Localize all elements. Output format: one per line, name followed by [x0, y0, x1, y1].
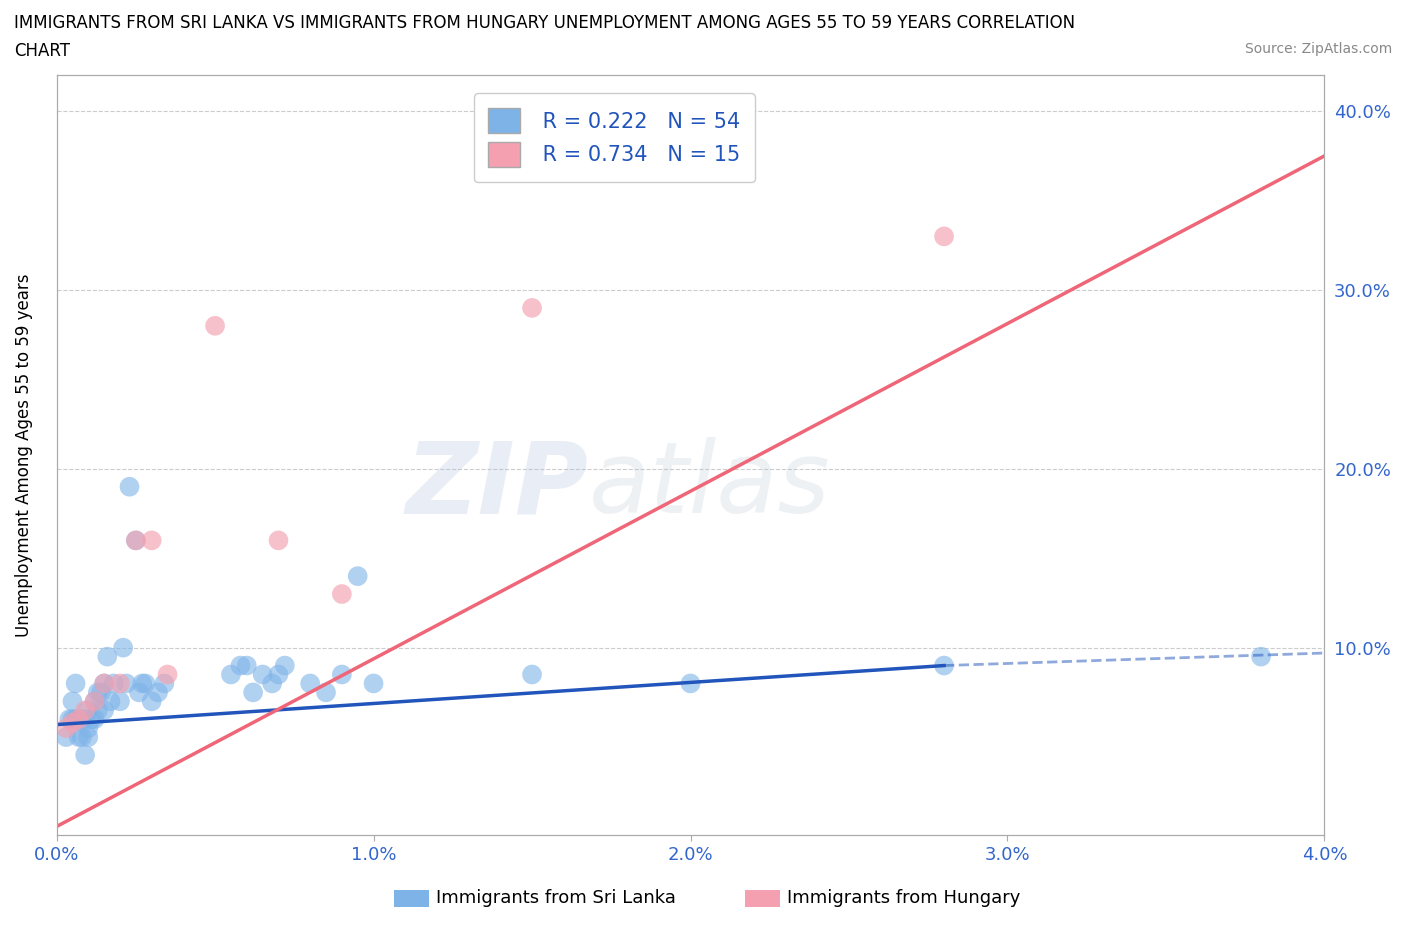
Point	[134, 676, 156, 691]
Point	[520, 667, 543, 682]
Point	[299, 676, 322, 691]
Point	[62, 711, 84, 726]
Point	[262, 676, 284, 691]
Point	[65, 676, 87, 691]
Point	[520, 300, 543, 315]
Point	[83, 694, 105, 709]
Point	[70, 730, 93, 745]
Point	[67, 711, 90, 726]
Text: Immigrants from Sri Lanka: Immigrants from Sri Lanka	[436, 889, 676, 908]
Point	[62, 715, 84, 730]
Point	[55, 730, 77, 745]
Point	[87, 684, 110, 699]
Point	[75, 748, 97, 763]
Point	[932, 658, 955, 673]
Point	[77, 730, 100, 745]
Text: atlas: atlas	[589, 437, 831, 535]
Point	[103, 676, 125, 691]
Text: ZIP: ZIP	[406, 437, 589, 535]
Y-axis label: Unemployment Among Ages 55 to 59 years: Unemployment Among Ages 55 to 59 years	[15, 273, 32, 637]
Point	[93, 676, 115, 691]
Point	[153, 676, 176, 691]
Point	[267, 533, 290, 548]
Point	[146, 684, 169, 699]
Point	[118, 479, 141, 494]
Point	[1250, 649, 1272, 664]
Point	[108, 694, 131, 709]
Point	[125, 533, 148, 548]
Point	[67, 711, 90, 726]
Point	[90, 684, 112, 699]
Point	[96, 649, 118, 664]
Point	[58, 711, 80, 726]
Point	[204, 318, 226, 333]
Text: Immigrants from Hungary: Immigrants from Hungary	[787, 889, 1021, 908]
Point	[131, 676, 153, 691]
Text: Source: ZipAtlas.com: Source: ZipAtlas.com	[1244, 42, 1392, 56]
Point	[100, 694, 122, 709]
Point	[141, 533, 163, 548]
Point	[80, 711, 103, 726]
Point	[229, 658, 252, 673]
Point	[125, 533, 148, 548]
Point	[108, 676, 131, 691]
Point	[65, 711, 87, 726]
Legend:  R = 0.222   N = 54,  R = 0.734   N = 15: R = 0.222 N = 54, R = 0.734 N = 15	[474, 94, 755, 181]
Point	[55, 721, 77, 736]
Point	[67, 730, 90, 745]
Point	[112, 640, 135, 655]
Point	[83, 694, 105, 709]
Point	[93, 703, 115, 718]
Point	[77, 703, 100, 718]
Point	[315, 684, 337, 699]
Text: IMMIGRANTS FROM SRI LANKA VS IMMIGRANTS FROM HUNGARY UNEMPLOYMENT AMONG AGES 55 : IMMIGRANTS FROM SRI LANKA VS IMMIGRANTS …	[14, 14, 1076, 32]
Point	[141, 694, 163, 709]
Point	[156, 667, 179, 682]
Point	[83, 711, 105, 726]
Point	[219, 667, 242, 682]
Point	[932, 229, 955, 244]
Point	[75, 711, 97, 726]
Point	[70, 711, 93, 726]
Point	[128, 684, 150, 699]
Point	[62, 694, 84, 709]
Point	[330, 587, 353, 602]
Point	[77, 721, 100, 736]
Point	[87, 703, 110, 718]
Point	[93, 676, 115, 691]
Text: CHART: CHART	[14, 42, 70, 60]
Point	[363, 676, 385, 691]
Point	[274, 658, 297, 673]
Point	[252, 667, 274, 682]
Point	[242, 684, 264, 699]
Point	[267, 667, 290, 682]
Point	[679, 676, 702, 691]
Point	[75, 703, 97, 718]
Point	[330, 667, 353, 682]
Point	[346, 569, 368, 584]
Point	[115, 676, 138, 691]
Point	[236, 658, 259, 673]
